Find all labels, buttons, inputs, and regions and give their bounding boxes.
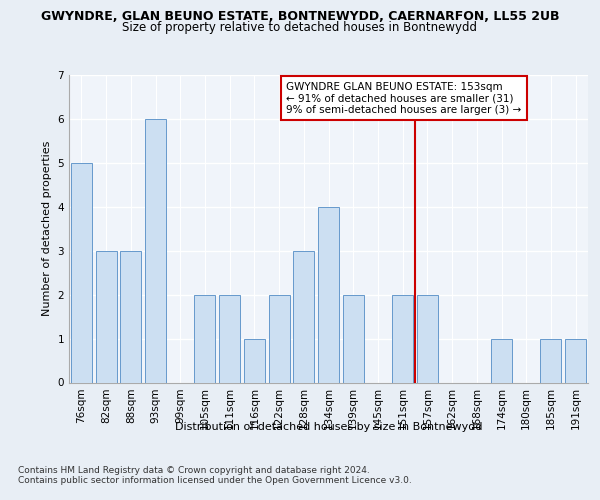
Text: Distribution of detached houses by size in Bontnewydd: Distribution of detached houses by size … — [175, 422, 482, 432]
Bar — [269, 294, 290, 382]
Text: GWYNDRE, GLAN BEUNO ESTATE, BONTNEWYDD, CAERNARFON, LL55 2UB: GWYNDRE, GLAN BEUNO ESTATE, BONTNEWYDD, … — [41, 10, 559, 23]
Bar — [95, 250, 116, 382]
Text: Size of property relative to detached houses in Bontnewydd: Size of property relative to detached ho… — [122, 22, 478, 35]
Bar — [219, 294, 240, 382]
Text: GWYNDRE GLAN BEUNO ESTATE: 153sqm
← 91% of detached houses are smaller (31)
9% o: GWYNDRE GLAN BEUNO ESTATE: 153sqm ← 91% … — [286, 82, 522, 115]
Bar — [145, 119, 166, 382]
Bar — [541, 338, 562, 382]
Text: Contains public sector information licensed under the Open Government Licence v3: Contains public sector information licen… — [18, 476, 412, 485]
Bar — [71, 163, 92, 382]
Bar — [194, 294, 215, 382]
Bar — [120, 250, 141, 382]
Bar — [244, 338, 265, 382]
Bar — [491, 338, 512, 382]
Bar — [565, 338, 586, 382]
Text: Contains HM Land Registry data © Crown copyright and database right 2024.: Contains HM Land Registry data © Crown c… — [18, 466, 370, 475]
Bar — [293, 250, 314, 382]
Bar — [318, 207, 339, 382]
Bar — [417, 294, 438, 382]
Bar — [343, 294, 364, 382]
Bar — [392, 294, 413, 382]
Y-axis label: Number of detached properties: Number of detached properties — [42, 141, 52, 316]
